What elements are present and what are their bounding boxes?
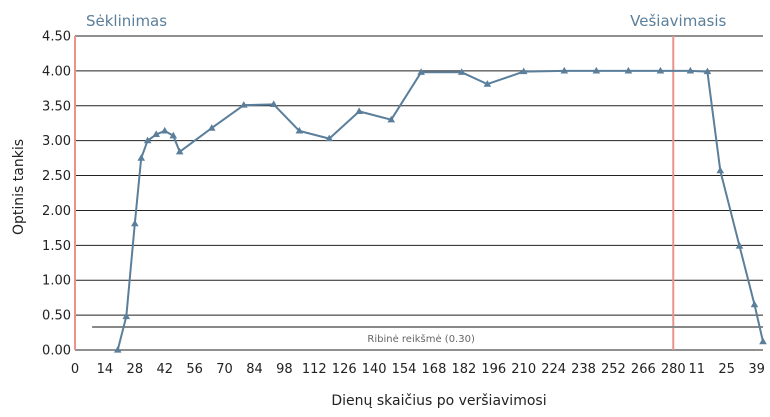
data-point-0-21	[592, 66, 601, 74]
data-point-0-20	[560, 66, 569, 74]
data-point-0-2	[131, 219, 139, 227]
x-tick-7: 98	[276, 362, 293, 377]
x-tick-16: 224	[541, 362, 566, 377]
series	[113, 66, 767, 353]
data-point-0-1	[122, 312, 131, 320]
y-tick-labels: 0.00 0.50 1.00 1.50 2.00 2.50 3.00 3.50 4.00 4.50	[42, 30, 71, 359]
data-point-0-3	[137, 154, 146, 161]
data-point-0-14	[355, 107, 363, 114]
threshold-label-bg	[355, 331, 488, 345]
y-tick-3-50: 3.50	[42, 99, 71, 114]
data-point-0-27	[735, 242, 744, 249]
y-tick-4-50: 4.50	[42, 30, 71, 45]
data-point-0-15	[387, 115, 396, 123]
x-tick-5: 70	[216, 362, 233, 377]
x-tick-22: 25	[718, 362, 735, 377]
region-label-vesiavimasis: Vešiavimasis	[630, 12, 726, 30]
x-tick-6: 84	[246, 362, 263, 377]
x-tick-4: 56	[186, 362, 203, 377]
data-point-0-4	[143, 136, 152, 144]
x-tick-17: 238	[571, 362, 596, 377]
data-point-0-11	[269, 100, 278, 107]
x-tick-20: 280	[661, 362, 686, 377]
x-tick-1: 14	[97, 362, 114, 377]
data-point-0-10	[239, 101, 248, 108]
y-tick-0-50: 0.50	[42, 309, 71, 324]
y-tick-2-50: 2.50	[42, 169, 71, 184]
data-point-0-26	[716, 166, 725, 174]
x-tick-13: 182	[451, 362, 476, 377]
region-label-seklinimas: Sėklinimas	[86, 12, 167, 30]
x-tick-15: 210	[511, 362, 536, 377]
x-tick-21: 11	[688, 362, 705, 377]
vertical-markers	[74, 36, 675, 350]
threshold: Ribinė reikšmė (0.30)	[92, 325, 763, 345]
y-tick-4-00: 4.00	[42, 64, 71, 79]
data-point-0-5	[152, 130, 160, 137]
x-tick-3: 42	[156, 362, 173, 377]
x-tick-19: 266	[631, 362, 656, 377]
x-tick-23: 39	[748, 362, 765, 377]
data-point-0-9	[207, 124, 216, 131]
data-point-0-24	[686, 66, 695, 74]
data-point-0-16	[417, 68, 425, 75]
y-tick-1-50: 1.50	[42, 239, 71, 254]
x-tick-labels: 0 14 28 42 56 70 84 98 112 126 140 154 168 182 196 210 2…	[71, 362, 765, 377]
data-point-0-25	[703, 67, 712, 75]
x-tick-11: 154	[392, 362, 417, 377]
threshold-label: Ribinė reikšmė (0.30)	[367, 333, 475, 345]
data-point-0-23	[656, 66, 665, 74]
data-point-0-19	[519, 67, 528, 75]
y-axis-title: Optinis tankis	[11, 139, 27, 235]
data-point-0-7	[169, 131, 178, 139]
x-tick-2: 28	[127, 362, 144, 377]
x-tick-10: 140	[362, 362, 387, 377]
y-tick-2-00: 2.00	[42, 204, 71, 219]
y-tick-0-00: 0.00	[42, 344, 71, 359]
x-tick-14: 196	[481, 362, 506, 377]
data-point-0-6	[160, 126, 169, 134]
data-point-0-0	[113, 346, 122, 353]
data-point-0-17	[457, 68, 466, 75]
x-tick-12: 168	[422, 362, 447, 377]
data-point-0-28	[750, 300, 759, 308]
x-tick-8: 112	[302, 362, 327, 377]
x-tick-18: 252	[601, 362, 626, 377]
data-point-0-13	[325, 134, 334, 142]
data-point-0-18	[483, 80, 492, 87]
x-tick-0: 0	[71, 362, 79, 377]
data-point-0-8	[175, 147, 184, 155]
data-point-0-12	[295, 126, 304, 134]
grid-lines	[75, 35, 763, 351]
data-point-0-22	[624, 66, 633, 74]
data-point-0-29	[759, 337, 767, 345]
y-tick-3-00: 3.00	[42, 134, 71, 149]
x-tick-9: 126	[332, 362, 357, 377]
x-axis-title: Dienų skaičius po veršiavimosi	[331, 393, 546, 409]
y-tick-1-00: 1.00	[42, 274, 71, 289]
